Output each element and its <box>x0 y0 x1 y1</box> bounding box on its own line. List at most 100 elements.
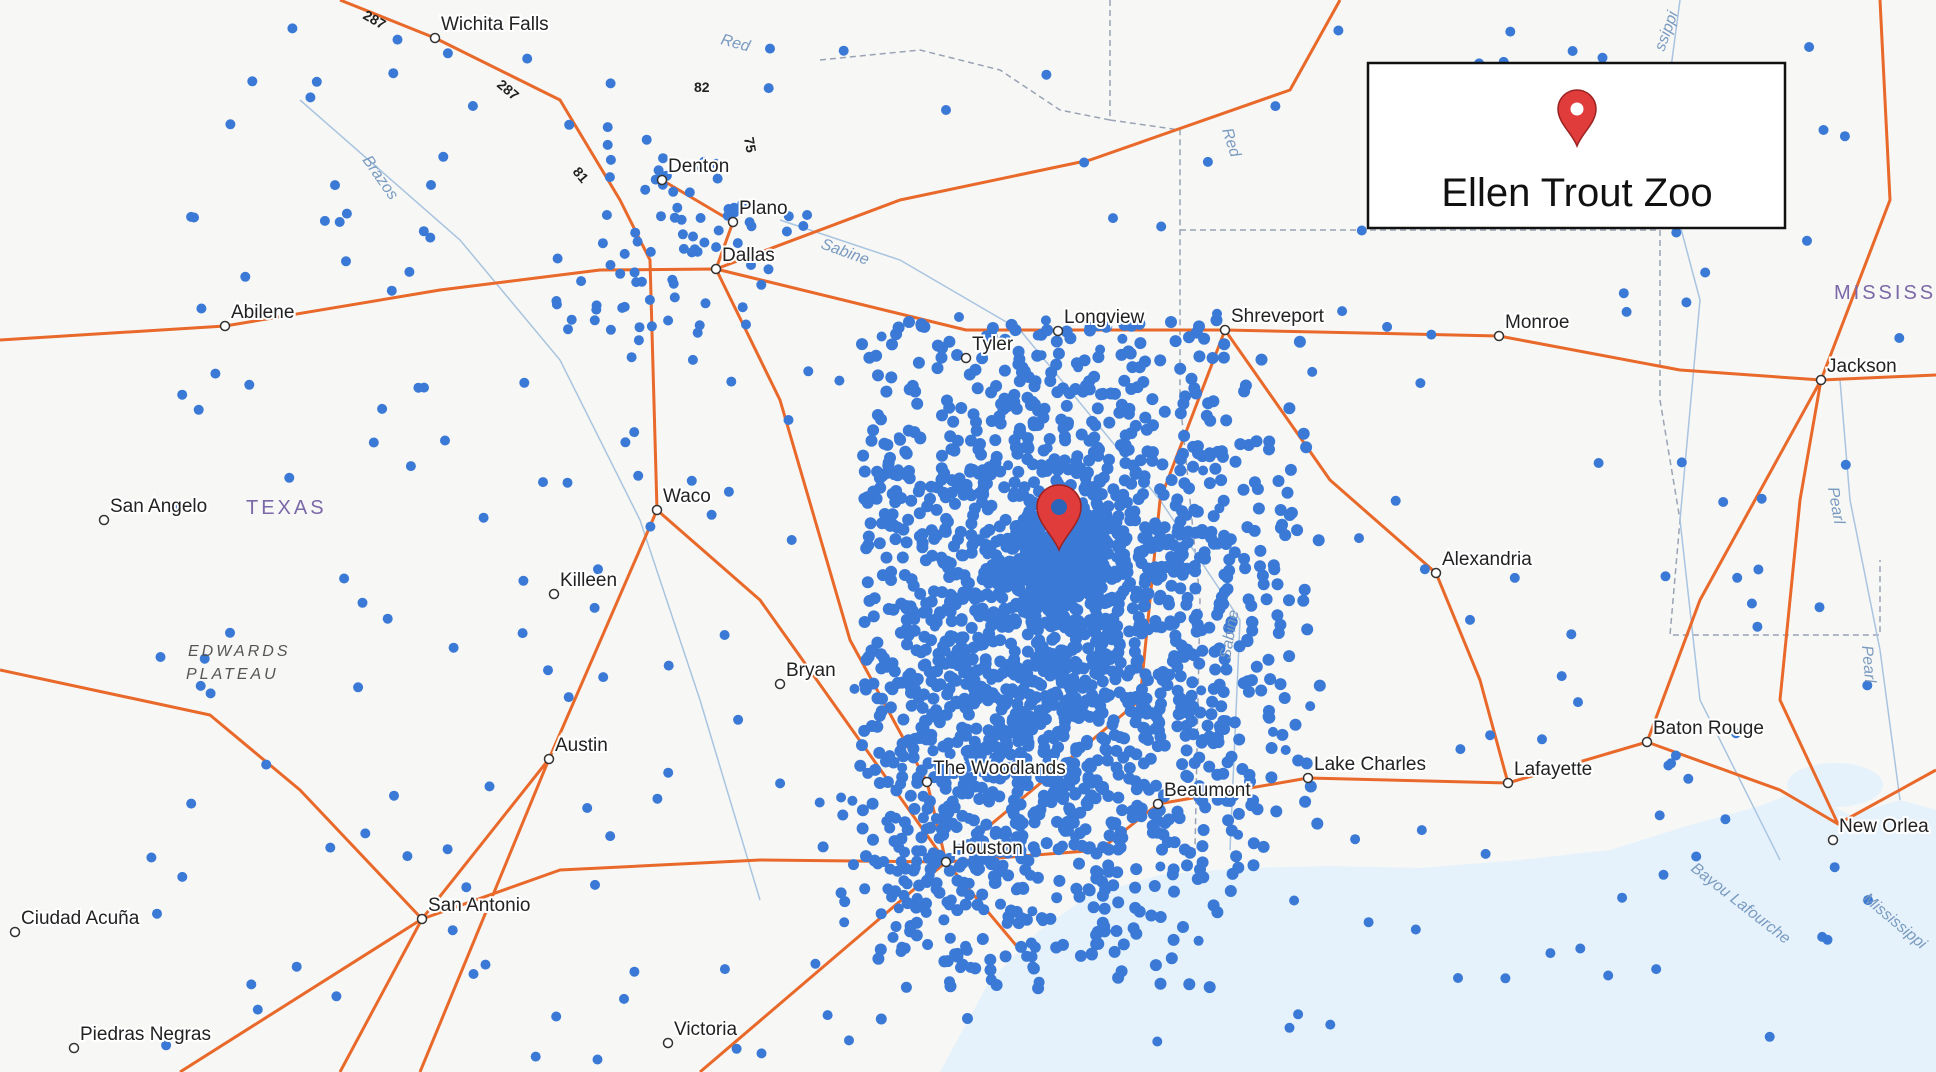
visitor-dot <box>1283 509 1296 521</box>
visitor-dot <box>357 597 368 608</box>
visitor-dot <box>919 643 932 656</box>
visitor-dot <box>1028 476 1040 489</box>
visitor-dot <box>1118 374 1131 387</box>
visitor-dot <box>1086 689 1099 701</box>
visitor-dot <box>1010 769 1021 780</box>
visitor-dot <box>199 653 210 664</box>
visitor-dot <box>1117 333 1128 344</box>
visitor-dot <box>783 211 794 222</box>
visitor-dot <box>803 366 814 377</box>
visitor-dot <box>875 945 886 956</box>
visitor-dot <box>960 575 973 588</box>
visitor-dot <box>1152 1036 1163 1047</box>
visitor-dot <box>1066 701 1079 713</box>
border <box>819 49 1111 121</box>
region-label: EDWARDS <box>188 643 291 660</box>
legend: Ellen Trout Zoo <box>1366 61 1787 230</box>
visitor-dot <box>858 724 871 737</box>
city-label: Alexandria <box>1442 549 1532 570</box>
visitor-dot <box>1111 552 1122 563</box>
visitor-dot <box>915 831 928 844</box>
visitor-dot <box>920 906 932 918</box>
highway <box>418 758 551 1072</box>
visitor-dot <box>386 285 397 296</box>
visitor-dot <box>629 966 640 977</box>
visitor-dot <box>1248 524 1261 537</box>
visitor-dot <box>965 621 978 634</box>
visitor-dot <box>1132 551 1145 563</box>
visitor-dot <box>929 621 940 632</box>
visitor-dot <box>1172 708 1185 721</box>
visitor-dot <box>1015 940 1028 953</box>
visitor-dot <box>1003 845 1016 858</box>
visitor-dot <box>605 260 616 270</box>
visitor-dot <box>902 629 915 642</box>
city-label: New Orlea <box>1839 816 1929 837</box>
visitor-dot <box>1746 598 1757 609</box>
visitor-dot <box>700 298 711 309</box>
visitor-dot <box>917 659 930 672</box>
visitor-dot <box>935 462 948 475</box>
visitor-dot <box>1333 25 1344 36</box>
visitor-dot <box>382 613 393 624</box>
visitor-dot <box>1453 973 1463 983</box>
visitor-dot <box>905 494 918 507</box>
visitor-dot <box>1297 594 1310 607</box>
visitor-dot <box>1390 495 1401 506</box>
visitor-dot <box>1190 625 1203 638</box>
visitor-dot <box>1207 737 1220 750</box>
city-marker <box>68 1042 80 1054</box>
visitor-dot <box>1130 465 1142 478</box>
visitor-dot <box>941 767 954 780</box>
visitor-dot <box>965 434 977 447</box>
visitor-dot <box>1301 623 1314 636</box>
visitor-dot <box>895 492 908 504</box>
visitor-dot <box>1056 840 1068 852</box>
visitor-dot <box>602 139 613 150</box>
city-label: Abilene <box>231 302 294 323</box>
visitor-dot <box>1052 347 1065 360</box>
visitor-dot <box>870 492 883 505</box>
visitor-dot <box>1247 859 1260 872</box>
visitor-dot <box>468 969 479 979</box>
visitor-dot <box>1138 576 1151 589</box>
visitor-dot <box>1174 464 1187 477</box>
visitor-dot <box>1248 476 1261 489</box>
visitor-dot <box>1036 350 1047 361</box>
visitor-dot <box>1046 688 1059 701</box>
visitor-dot <box>1136 617 1149 630</box>
visitor-dot <box>943 670 956 683</box>
visitor-dot <box>1079 524 1090 535</box>
visitor-dot <box>890 812 902 824</box>
visitor-dot <box>1099 648 1112 661</box>
visitor-dot <box>1079 157 1090 168</box>
visitor-dot <box>917 688 930 701</box>
visitor-dot <box>1003 914 1015 926</box>
visitor-dot <box>687 354 698 365</box>
visitor-dot <box>552 253 563 264</box>
city-marker <box>1815 374 1827 386</box>
visitor-dot <box>1053 874 1066 887</box>
visitor-dot <box>713 225 724 236</box>
visitor-dot <box>1026 395 1039 408</box>
visitor-dot <box>1108 945 1121 958</box>
visitor-dot <box>1140 423 1153 436</box>
visitor-dot <box>1304 780 1317 793</box>
visitor-dot <box>1691 851 1702 862</box>
city-label: Tyler <box>972 334 1014 355</box>
visitor-dot <box>886 338 898 351</box>
visitor-dot <box>1225 615 1238 628</box>
visitor-dot <box>947 415 960 428</box>
visitor-dot <box>1113 637 1126 650</box>
visitor-dot <box>741 319 751 330</box>
visitor-dot <box>731 1043 742 1054</box>
visitor-dot <box>916 731 928 743</box>
visitor-dot <box>959 702 971 714</box>
visitor-dot <box>1681 297 1692 308</box>
visitor-dot <box>942 737 955 750</box>
visitor-dot <box>1103 416 1116 429</box>
visitor-dot <box>944 932 956 944</box>
visitor-dot <box>658 153 668 164</box>
visitor-dot <box>1005 904 1017 917</box>
visitor-dot <box>1218 653 1231 666</box>
